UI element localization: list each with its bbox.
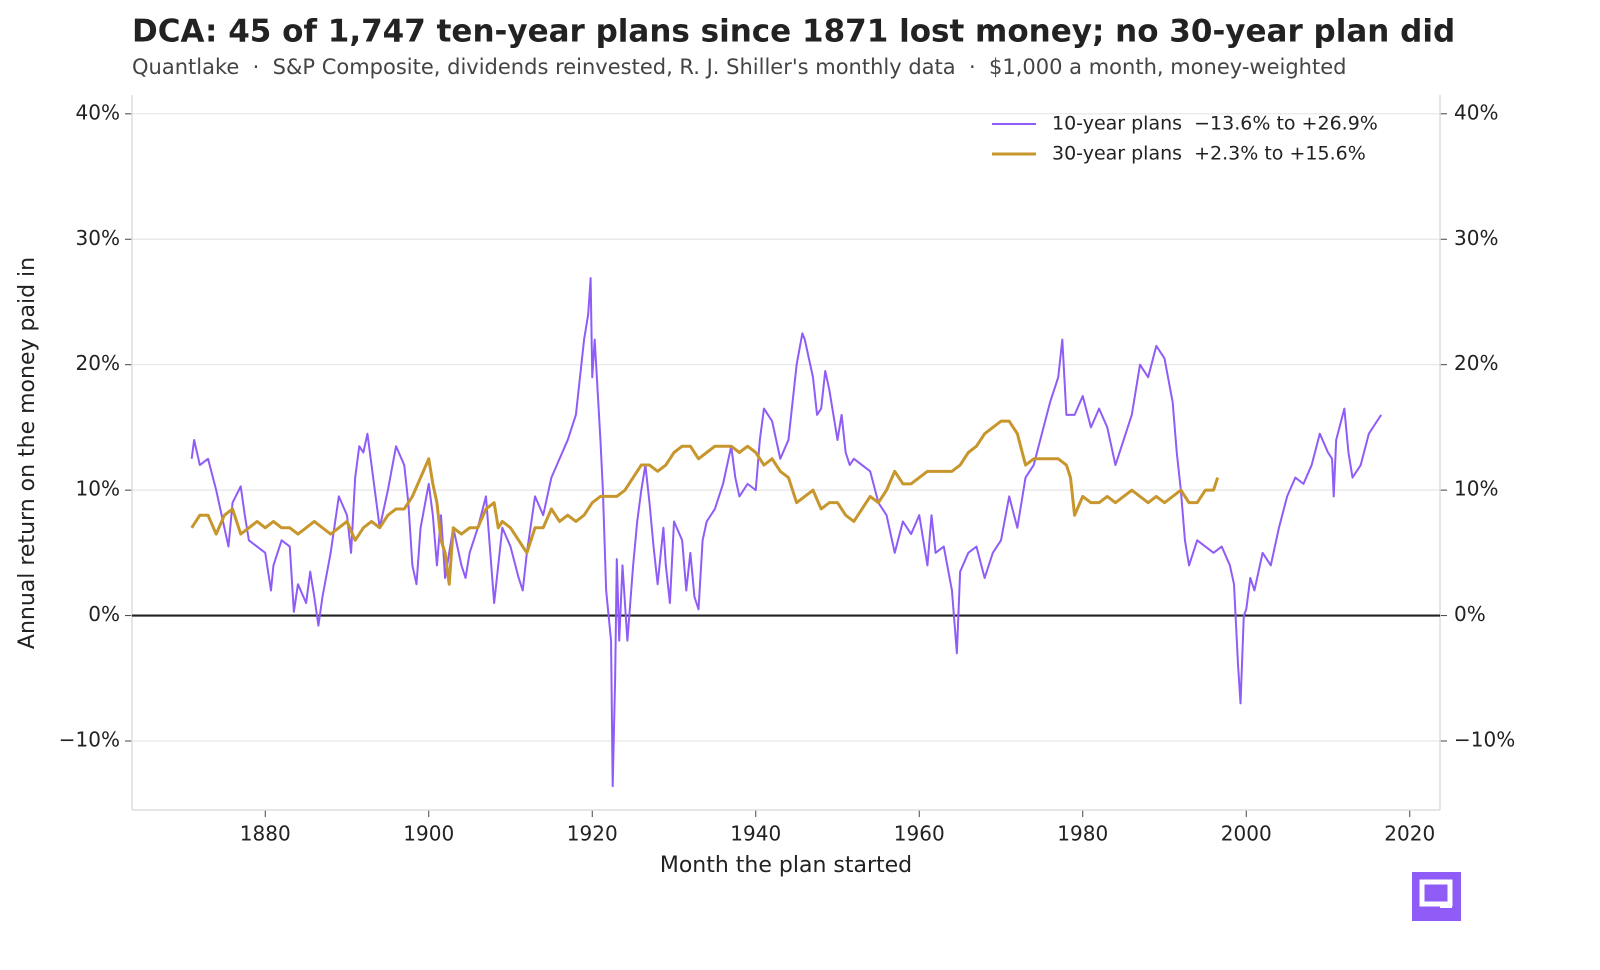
x-tick-label: 2020	[1384, 822, 1435, 846]
legend-label: 30-year plans +2.3% to +15.6%	[1052, 143, 1366, 165]
y-tick-label: −10%	[59, 728, 120, 752]
y-tick-label: 0%	[88, 602, 120, 626]
y2-tick-label: 20%	[1454, 351, 1498, 375]
chart-subtitle: Quantlake · S&P Composite, dividends rei…	[132, 55, 1346, 79]
y2-tick-label: 10%	[1454, 477, 1498, 501]
x-tick-label: 1920	[567, 822, 618, 846]
x-tick-label: 1940	[730, 822, 781, 846]
y-tick-label: 10%	[76, 477, 120, 501]
y-tick-label: 20%	[76, 351, 120, 375]
series-line	[190, 419, 1220, 586]
y-axis-label: Annual return on the money paid in	[15, 257, 40, 649]
x-tick-label: 2000	[1221, 822, 1272, 846]
x-tick-label: 1900	[403, 822, 454, 846]
y2-tick-label: 30%	[1454, 226, 1498, 250]
legend-label: 10-year plans −13.6% to +26.9%	[1052, 113, 1378, 135]
series-line	[190, 277, 1382, 788]
y2-tick-label: −10%	[1454, 728, 1515, 752]
y-tick-label: 40%	[76, 100, 120, 124]
x-axis-label: Month the plan started	[660, 853, 912, 878]
x-tick-label: 1980	[1057, 822, 1108, 846]
chart-title: DCA: 45 of 1,747 ten-year plans since 18…	[132, 14, 1455, 50]
plot-area: −10% −10% 0% 0% 10% 10% 20% 20% 30% 30% 40% 40% 1880…	[59, 95, 1515, 846]
logo	[1412, 872, 1461, 921]
x-tick-label: 1960	[894, 822, 945, 846]
y-tick-label: 30%	[76, 226, 120, 250]
x-tick-label: 1880	[240, 822, 291, 846]
y2-tick-label: 0%	[1454, 602, 1486, 626]
y2-tick-label: 40%	[1454, 100, 1498, 124]
